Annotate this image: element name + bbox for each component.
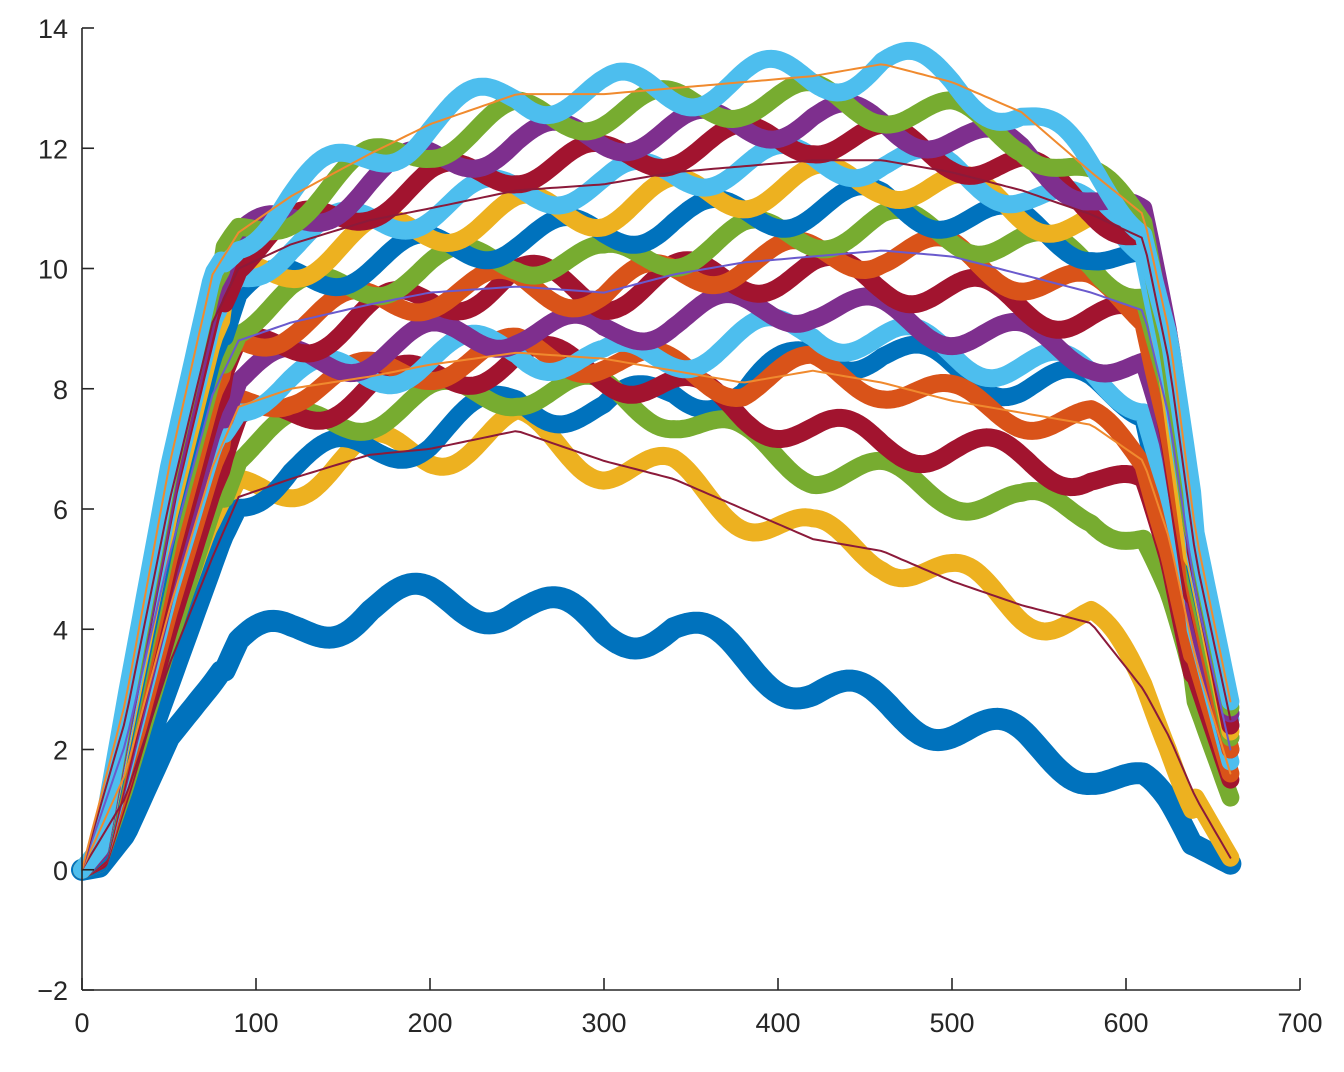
x-tick-label: 300: [581, 1008, 626, 1038]
fit-line-5: [81, 63, 1232, 871]
series-layer: [71, 41, 1242, 881]
y-tick-label: 6: [53, 495, 68, 525]
y-tick-label: 8: [53, 375, 68, 405]
fit-line-layer: [81, 63, 1232, 871]
fit-line-1: [81, 430, 1232, 871]
x-tick-label: 0: [74, 1008, 89, 1038]
x-tick-label: 200: [407, 1008, 452, 1038]
y-tick-label: −2: [37, 976, 68, 1006]
y-tick-label: 4: [53, 615, 68, 645]
x-tick-label: 500: [929, 1008, 974, 1038]
y-tick-label: 10: [38, 255, 68, 285]
series-line-18: [73, 41, 1240, 879]
series-line-1: [71, 572, 1242, 881]
x-tick-label: 700: [1277, 1008, 1322, 1038]
x-tick-label: 400: [755, 1008, 800, 1038]
x-tick-label: 100: [233, 1008, 278, 1038]
fit-line-2: [81, 351, 1232, 871]
x-tick-label: 600: [1103, 1008, 1148, 1038]
series-line-7: [73, 308, 1240, 879]
y-tick-label: 12: [38, 134, 68, 164]
fit-line-4: [81, 159, 1232, 871]
y-tick-label: 14: [38, 14, 68, 44]
y-tick-label: 0: [53, 856, 68, 886]
y-tick-label: 2: [53, 736, 68, 766]
series-line-4: [73, 366, 1240, 879]
fit-line-3: [81, 249, 1232, 871]
